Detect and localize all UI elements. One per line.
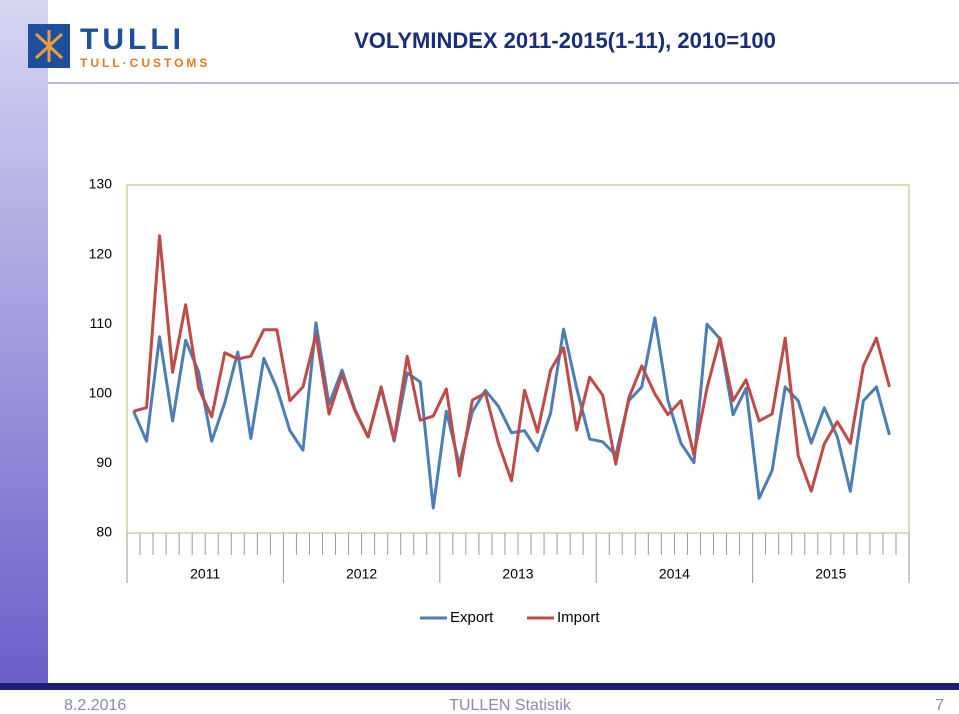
x-group-label: 2015 [815,566,846,582]
x-group-label: 2011 [190,566,220,582]
legend-label: Import [557,609,600,626]
x-group-label: 2014 [659,566,690,582]
x-group-label: 2012 [346,566,377,582]
footer-bar [0,683,959,690]
footer-source: TULLEN Statistik [449,697,572,714]
x-group-label: 2013 [502,566,533,582]
logo-name: TULLI [80,23,185,56]
legend-label: Export [450,609,494,626]
series-line [132,316,891,510]
side-bar [0,0,48,684]
series-line [133,234,891,493]
logo: TULLI TULL·CUSTOMS [28,23,210,70]
y-tick-label: 120 [89,245,113,261]
y-tick-label: 90 [96,454,112,470]
y-tick-label: 110 [90,315,113,331]
logo-symbol [34,30,64,62]
y-tick-label: 130 [89,176,113,192]
footer-date: 8.2.2016 [64,697,126,714]
logo-tagline: TULL·CUSTOMS [80,56,210,70]
y-tick-label: 100 [89,385,113,401]
chart-title: VOLYMINDEX 2011-2015(1-11), 2010=100 [354,28,776,53]
y-tick-label: 80 [96,524,112,540]
footer-page: 7 [935,697,944,714]
